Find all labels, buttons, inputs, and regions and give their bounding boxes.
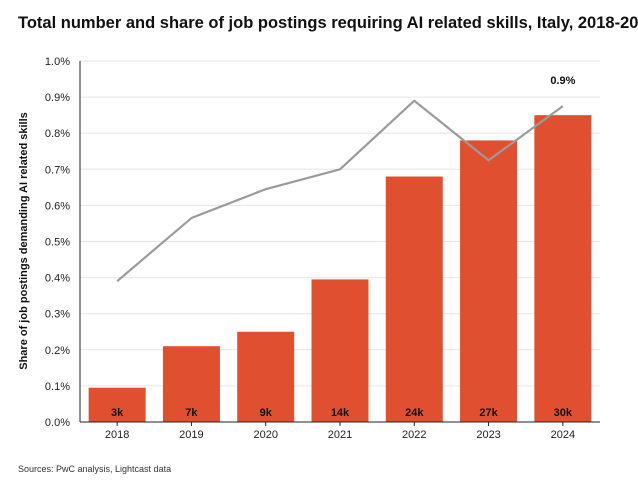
bar-value-label: 24k (405, 407, 424, 419)
bar-value-label: 14k (331, 407, 350, 419)
x-tick-label: 2024 (551, 429, 575, 441)
bar-value-label: 9k (260, 407, 273, 419)
bar-value-label: 27k (479, 407, 498, 419)
bar (88, 387, 146, 422)
share-annotation: 0.9% (550, 75, 575, 87)
y-tick-label: 1.0% (45, 56, 70, 68)
bar (460, 140, 518, 423)
y-tick-label: 0.7% (45, 164, 70, 176)
axes: 0.0% 0.1% 0.2% 0.3% 0.4% 0.5% 0.6% 0.7% 0.8% 0.9%… (45, 56, 600, 441)
y-tick-label: 0.4% (45, 273, 70, 285)
share-line: 0.9% (116, 75, 576, 283)
y-tick-label: 0.5% (45, 237, 70, 249)
x-tick-label: 2021 (328, 429, 352, 441)
bar (385, 176, 443, 422)
y-axis-label: Share of job postings demanding AI relat… (18, 112, 30, 370)
bar (237, 331, 295, 422)
y-tick-label: 0.6% (45, 200, 70, 212)
y-tick-label: 0.1% (45, 381, 70, 393)
x-tick-label: 2018 (105, 429, 129, 441)
y-tick-label: 0.9% (45, 92, 70, 104)
y-tick-label: 0.3% (45, 309, 70, 321)
bar-value-label: 7k (185, 407, 198, 419)
bar-value-label: 3k (111, 407, 124, 419)
y-tick-label: 0.2% (45, 345, 70, 357)
source-note: Sources: PwC analysis, Lightcast data (18, 464, 172, 474)
y-tick-label: 0.8% (45, 128, 70, 140)
bar (311, 279, 369, 422)
bar (162, 346, 220, 422)
bar-value-label: 30k (554, 407, 573, 419)
x-tick-label: 2022 (402, 429, 426, 441)
bar (534, 115, 592, 423)
bars: 3k 7k 9k 14k 24k 27k 30k (88, 115, 592, 423)
chart-title: Total number and share of job postings r… (18, 14, 638, 32)
y-tick-label: 0.0% (45, 417, 70, 429)
x-tick-label: 2023 (476, 429, 500, 441)
x-tick-label: 2019 (179, 429, 203, 441)
x-tick-label: 2020 (253, 429, 277, 441)
